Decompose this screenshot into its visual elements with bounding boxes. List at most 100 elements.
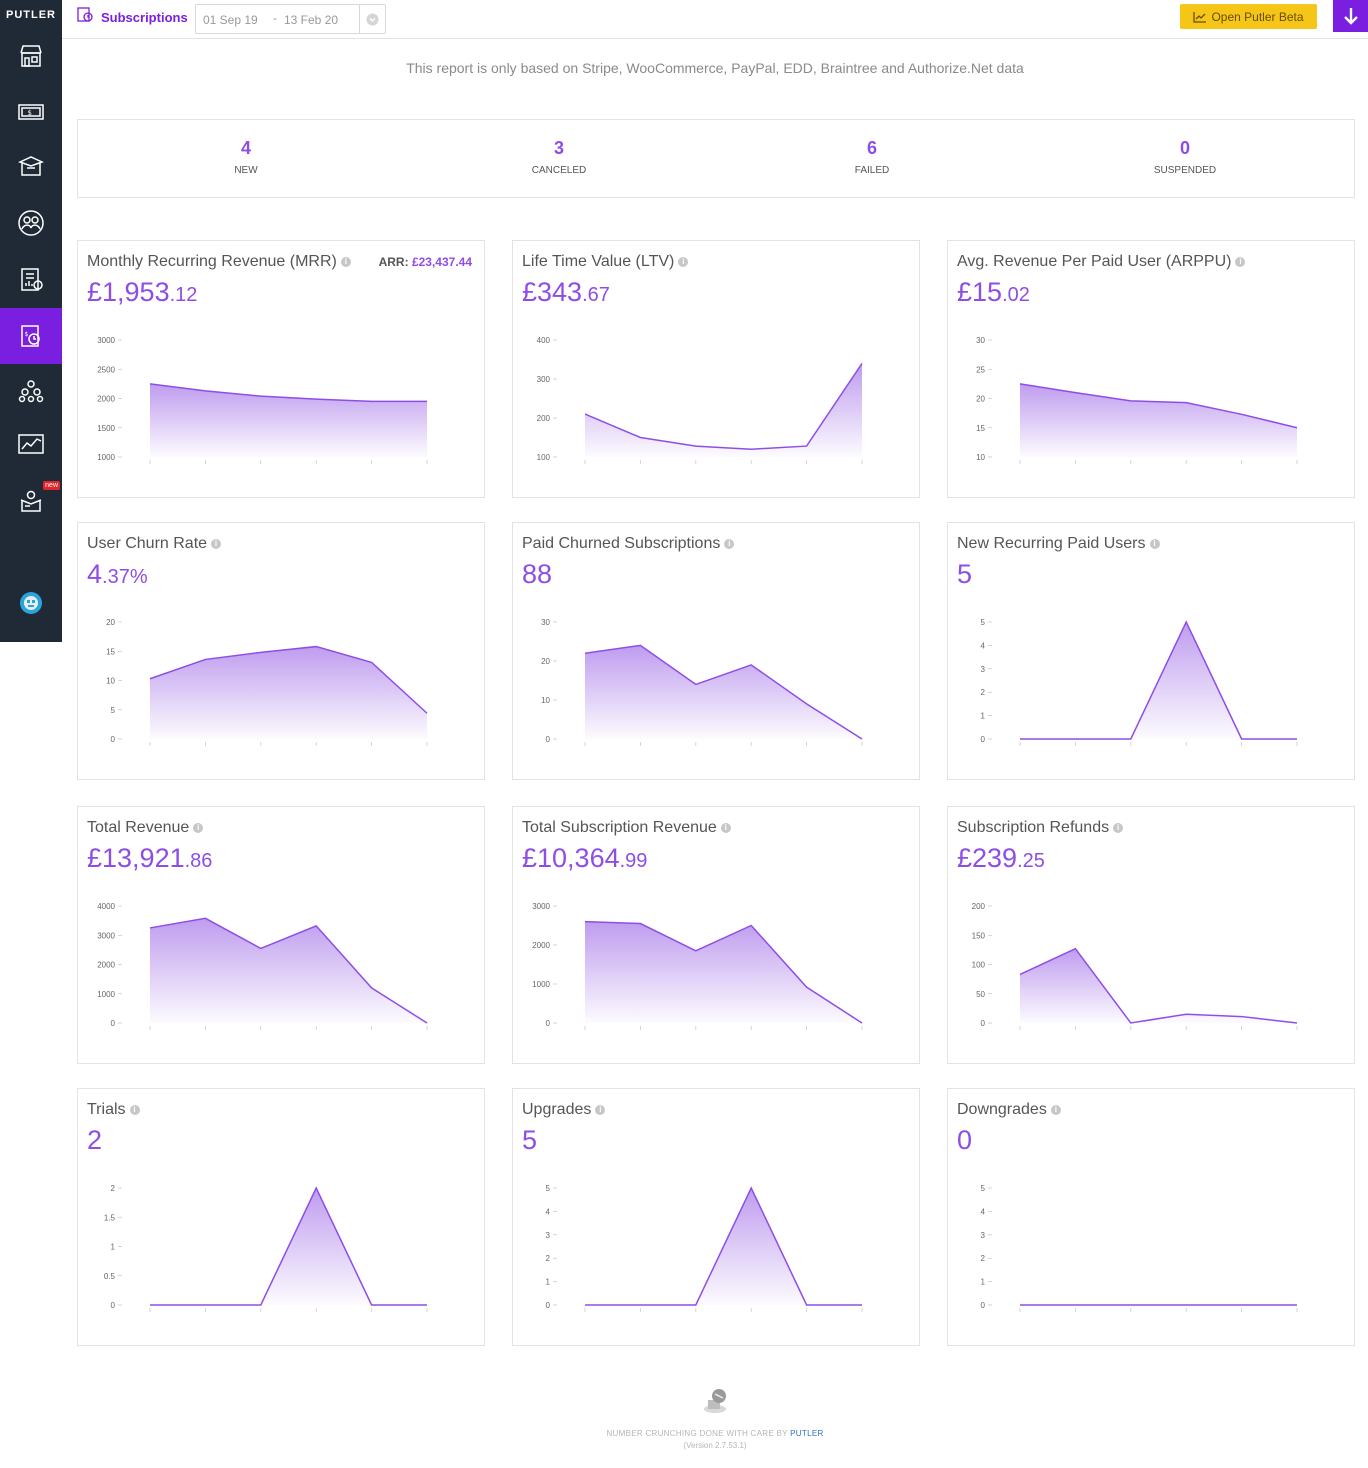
data-point[interactable] xyxy=(422,1300,432,1310)
data-point[interactable] xyxy=(857,358,867,368)
data-point[interactable] xyxy=(256,943,266,953)
data-point[interactable] xyxy=(1015,379,1025,389)
date-from[interactable]: 01 Sep 19 xyxy=(203,13,258,27)
data-point[interactable] xyxy=(311,642,321,652)
data-point[interactable] xyxy=(145,923,155,933)
data-point[interactable] xyxy=(256,647,266,657)
data-point[interactable] xyxy=(256,1300,266,1310)
data-point[interactable] xyxy=(1237,409,1247,419)
data-point[interactable] xyxy=(857,1018,867,1028)
info-icon[interactable]: i xyxy=(720,823,731,833)
data-point[interactable] xyxy=(145,1300,155,1310)
data-point[interactable] xyxy=(857,1300,867,1310)
data-point[interactable] xyxy=(1237,1012,1247,1022)
info-icon[interactable]: i xyxy=(340,257,351,267)
data-point[interactable] xyxy=(145,674,155,684)
open-beta-button[interactable]: Open Putler Beta xyxy=(1180,4,1317,29)
download-button[interactable] xyxy=(1333,0,1368,32)
data-point[interactable] xyxy=(1015,734,1025,744)
sidebar-item-transactions[interactable] xyxy=(0,251,62,307)
data-point[interactable] xyxy=(1126,734,1136,744)
data-point[interactable] xyxy=(1181,1009,1191,1019)
stat-canceled[interactable]: 3 CANCELED xyxy=(399,120,719,176)
data-point[interactable] xyxy=(1292,1300,1302,1310)
data-point[interactable] xyxy=(635,919,645,929)
sidebar-item-dashboard[interactable] xyxy=(0,28,62,84)
date-to[interactable]: 13 Feb 20 xyxy=(284,13,339,27)
brand-logo[interactable]: PUTLER xyxy=(6,9,56,21)
stat-new[interactable]: 4 NEW xyxy=(86,120,406,176)
data-point[interactable] xyxy=(1237,1300,1247,1310)
data-point[interactable] xyxy=(580,648,590,658)
sidebar-item-apps[interactable]: new xyxy=(0,473,62,529)
data-point[interactable] xyxy=(1181,617,1191,627)
data-point[interactable] xyxy=(311,921,321,931)
data-point[interactable] xyxy=(367,983,377,993)
data-point[interactable] xyxy=(1126,1300,1136,1310)
data-point[interactable] xyxy=(367,1300,377,1310)
data-point[interactable] xyxy=(311,1183,321,1193)
data-point[interactable] xyxy=(746,1183,756,1193)
data-point[interactable] xyxy=(1237,734,1247,744)
data-point[interactable] xyxy=(422,708,432,718)
info-icon[interactable]: i xyxy=(193,823,204,833)
data-point[interactable] xyxy=(580,1300,590,1310)
data-point[interactable] xyxy=(635,640,645,650)
data-point[interactable] xyxy=(802,1300,812,1310)
data-point[interactable] xyxy=(691,441,701,451)
info-icon[interactable]: i xyxy=(1149,539,1160,549)
info-icon[interactable]: i xyxy=(595,1105,606,1115)
footer-brand-link[interactable]: PUTLER xyxy=(790,1429,824,1438)
data-point[interactable] xyxy=(635,1300,645,1310)
data-point[interactable] xyxy=(256,391,266,401)
info-icon[interactable]: i xyxy=(678,257,689,267)
sidebar-item-products[interactable] xyxy=(0,139,62,195)
data-point[interactable] xyxy=(1070,944,1080,954)
data-point[interactable] xyxy=(802,441,812,451)
data-point[interactable] xyxy=(746,660,756,670)
info-icon[interactable]: i xyxy=(129,1105,140,1115)
sidebar-item-customers[interactable] xyxy=(0,195,62,251)
data-point[interactable] xyxy=(200,654,210,664)
date-dropdown-button[interactable] xyxy=(359,5,385,33)
data-point[interactable] xyxy=(802,699,812,709)
stat-failed[interactable]: 6 FAILED xyxy=(712,120,1032,176)
info-icon[interactable]: i xyxy=(1113,823,1124,833)
data-point[interactable] xyxy=(635,433,645,443)
data-point[interactable] xyxy=(200,1300,210,1310)
data-point[interactable] xyxy=(145,379,155,389)
sidebar-item-subscriptions[interactable]: $ xyxy=(0,308,62,364)
data-point[interactable] xyxy=(422,1018,432,1028)
data-point[interactable] xyxy=(200,913,210,923)
stat-suspended[interactable]: 0 SUSPENDED xyxy=(1025,120,1345,176)
data-point[interactable] xyxy=(802,982,812,992)
data-point[interactable] xyxy=(691,679,701,689)
data-point[interactable] xyxy=(1181,398,1191,408)
data-point[interactable] xyxy=(1126,396,1136,406)
data-point[interactable] xyxy=(311,394,321,404)
data-point[interactable] xyxy=(1292,1018,1302,1028)
data-point[interactable] xyxy=(1015,1300,1025,1310)
data-point[interactable] xyxy=(1070,734,1080,744)
data-point[interactable] xyxy=(1292,423,1302,433)
info-icon[interactable]: i xyxy=(724,539,735,549)
sidebar-item-sales[interactable]: $ xyxy=(0,84,62,140)
info-icon[interactable]: i xyxy=(1050,1105,1061,1115)
sidebar-item-affiliates[interactable] xyxy=(0,363,62,419)
data-point[interactable] xyxy=(200,386,210,396)
info-icon[interactable]: i xyxy=(1235,257,1246,267)
data-point[interactable] xyxy=(367,657,377,667)
avatar[interactable] xyxy=(20,592,42,614)
data-point[interactable] xyxy=(691,946,701,956)
data-point[interactable] xyxy=(1015,969,1025,979)
data-point[interactable] xyxy=(580,917,590,927)
date-range-picker[interactable]: 01 Sep 19 - 13 Feb 20 xyxy=(195,4,386,34)
data-point[interactable] xyxy=(1126,1018,1136,1028)
data-point[interactable] xyxy=(580,409,590,419)
data-point[interactable] xyxy=(1292,734,1302,744)
data-point[interactable] xyxy=(1181,1300,1191,1310)
data-point[interactable] xyxy=(746,444,756,454)
data-point[interactable] xyxy=(746,921,756,931)
data-point[interactable] xyxy=(422,396,432,406)
data-point[interactable] xyxy=(691,1300,701,1310)
